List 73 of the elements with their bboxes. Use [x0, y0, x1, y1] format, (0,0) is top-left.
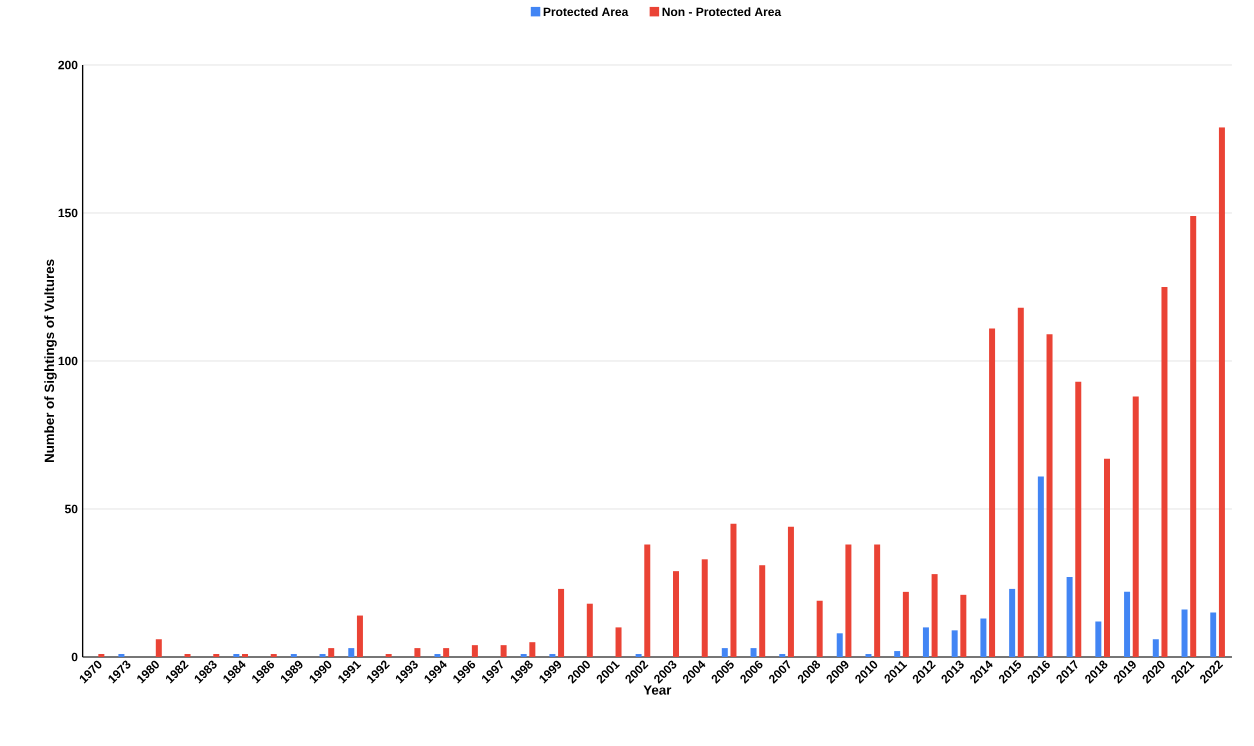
bar	[1181, 609, 1188, 657]
y-tick-label: 100	[58, 356, 78, 366]
y-axis-title: Number of Sightings of Vultures	[44, 259, 57, 463]
bar	[787, 526, 794, 657]
bar	[1190, 215, 1197, 657]
legend-label: Non - Protected Area	[662, 7, 782, 17]
bar	[816, 600, 823, 657]
bar	[865, 654, 872, 657]
bar	[434, 654, 441, 657]
bar	[529, 642, 536, 657]
bar	[701, 559, 708, 657]
bar	[118, 654, 125, 657]
bar	[1075, 381, 1082, 657]
bar	[1046, 334, 1053, 657]
bar	[902, 591, 909, 657]
bar	[471, 645, 478, 657]
bar	[730, 523, 737, 657]
bar	[1009, 588, 1016, 657]
bar	[520, 654, 527, 657]
bar	[644, 544, 651, 657]
bar	[635, 654, 642, 657]
bar	[922, 627, 929, 657]
bar	[500, 645, 507, 657]
bar	[385, 654, 392, 657]
x-axis-title: Year	[643, 685, 672, 695]
bar	[1210, 612, 1217, 657]
bar	[98, 654, 105, 657]
bar	[1037, 476, 1044, 657]
bar	[759, 565, 766, 657]
bar	[1095, 621, 1102, 657]
bar	[750, 648, 757, 657]
bar	[615, 627, 622, 657]
bar	[270, 654, 277, 657]
bar	[155, 639, 162, 657]
bar	[1132, 396, 1139, 657]
bar	[348, 648, 355, 657]
bar	[319, 654, 326, 657]
legend-label: Protected Area	[543, 7, 629, 17]
y-tick-label: 50	[64, 504, 78, 514]
bar	[233, 654, 240, 657]
bar	[989, 328, 996, 657]
bar	[1017, 307, 1024, 657]
bar	[874, 544, 881, 657]
bar	[894, 651, 901, 657]
bar	[1124, 591, 1131, 657]
bar	[673, 571, 679, 657]
bar	[443, 648, 450, 657]
bar	[1218, 127, 1225, 657]
bar	[549, 654, 556, 657]
bar	[356, 615, 363, 657]
bar	[1066, 577, 1073, 657]
bar	[836, 633, 843, 657]
bar	[213, 654, 220, 657]
bar	[951, 630, 958, 657]
bar	[586, 603, 593, 657]
bar	[1104, 458, 1110, 657]
y-tick-label: 0	[71, 652, 78, 662]
bar	[184, 654, 191, 657]
bar	[290, 654, 297, 657]
bar	[242, 654, 249, 657]
bar	[1152, 639, 1159, 657]
bar	[558, 588, 565, 657]
bar	[960, 594, 967, 657]
bar	[779, 654, 786, 657]
bar	[414, 648, 421, 657]
y-tick-label: 200	[58, 60, 78, 70]
bar	[980, 618, 987, 657]
bar	[328, 648, 335, 657]
bar	[1161, 286, 1168, 657]
bar	[931, 574, 938, 657]
y-tick-label: 150	[58, 208, 78, 218]
bar	[845, 544, 852, 657]
bar	[721, 648, 728, 657]
